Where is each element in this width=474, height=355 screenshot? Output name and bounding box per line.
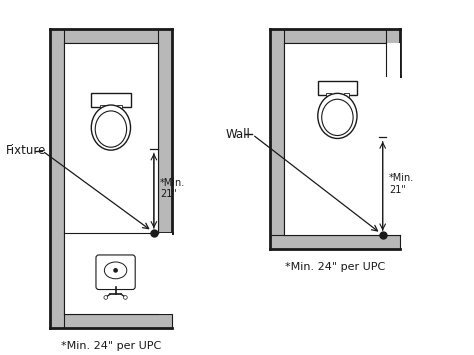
Bar [158, 29, 172, 233]
Text: *Min. 24" per UPC: *Min. 24" per UPC [285, 262, 385, 272]
Circle shape [114, 269, 117, 272]
Bar [270, 29, 401, 43]
Text: Fixture: Fixture [6, 144, 46, 157]
Bar [100, 105, 105, 109]
Ellipse shape [95, 111, 127, 147]
Bar [50, 29, 64, 328]
Bar [64, 233, 172, 314]
Bar [326, 93, 331, 97]
Ellipse shape [104, 262, 127, 279]
Bar [284, 43, 401, 235]
Circle shape [124, 296, 127, 299]
Text: *Min.
21": *Min. 21" [160, 178, 185, 199]
Bar [284, 43, 401, 235]
Circle shape [104, 296, 108, 299]
Bar [344, 93, 349, 97]
Text: *Min.
21": *Min. 21" [389, 173, 414, 195]
Bar [318, 81, 357, 95]
Bar [117, 105, 122, 109]
Bar [270, 235, 401, 249]
Bar [50, 29, 172, 43]
FancyBboxPatch shape [96, 255, 135, 290]
Ellipse shape [318, 93, 357, 138]
Bar [91, 93, 130, 106]
Text: Wall: Wall [225, 128, 250, 141]
Bar [386, 29, 401, 76]
Bar [50, 314, 172, 328]
Bar [270, 29, 284, 249]
Text: *Min. 24" per UPC: *Min. 24" per UPC [61, 342, 161, 351]
Ellipse shape [322, 99, 353, 136]
Ellipse shape [91, 105, 130, 150]
Bar [64, 43, 158, 314]
